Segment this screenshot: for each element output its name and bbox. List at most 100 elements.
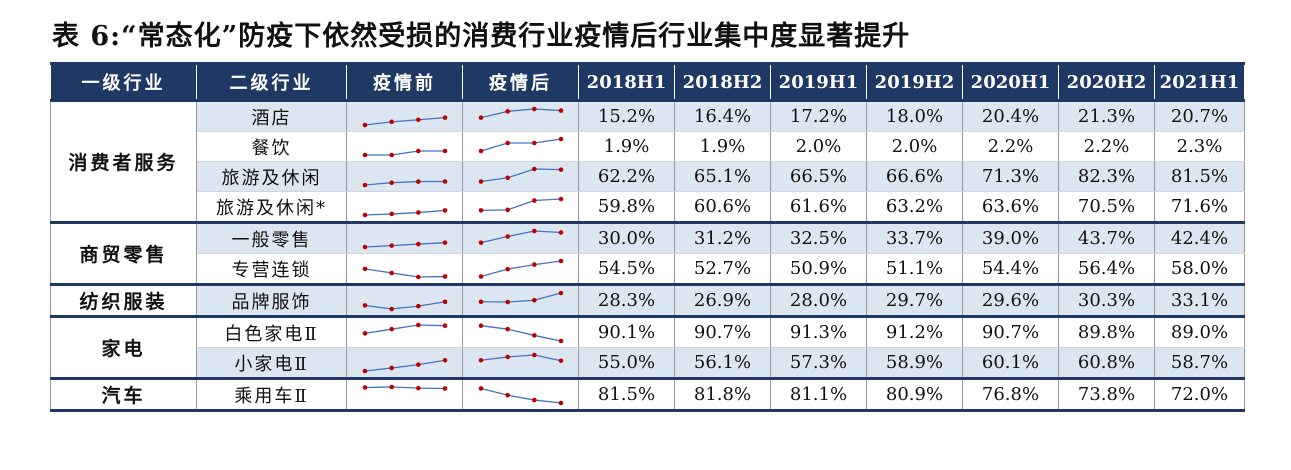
sparkline-point <box>531 228 537 233</box>
primary-industry-cell: 汽车 <box>50 377 197 412</box>
value-cell: 90.1% <box>578 315 675 348</box>
column-header: 2018H2 <box>674 63 771 101</box>
sparkline-point <box>504 392 510 397</box>
sparkline-pre-epidemic <box>362 178 447 187</box>
value-cell: 31.2% <box>674 221 771 254</box>
sparkline-cell <box>346 131 463 162</box>
sparkline-path <box>364 385 445 389</box>
secondary-industry-cell: 旅游及休闲* <box>196 191 347 223</box>
sparkline-point <box>388 119 394 124</box>
sparkline-point <box>362 368 367 373</box>
column-header: 2020H2 <box>1058 63 1155 101</box>
sparkline-cell <box>462 347 579 379</box>
sparkline-path <box>480 324 561 342</box>
sparkline-path <box>480 353 561 361</box>
sparkline-point <box>478 239 483 245</box>
sparkline-path <box>364 116 445 126</box>
sparkline-point <box>558 258 563 263</box>
sparkline-cell <box>462 161 579 192</box>
value-cell: 2.2% <box>1058 131 1155 162</box>
sparkline-cell <box>346 99 463 132</box>
value-cell: 18.0% <box>866 99 963 132</box>
secondary-industry-cell: 餐饮 <box>196 131 347 162</box>
value-cell: 32.5% <box>770 221 867 254</box>
secondary-industry-cell: 乘用车Ⅱ <box>196 377 347 412</box>
value-cell: 81.1% <box>770 377 867 412</box>
sparkline-point <box>504 299 510 304</box>
value-cell: 60.8% <box>1058 347 1155 379</box>
sparkline-point <box>531 352 537 357</box>
table-body: 消费者服务 酒店 15.2% 16.4% 17.2% 18.0% 20.4% 21.3% 20.… <box>50 99 1245 412</box>
sparkline-point <box>415 241 421 246</box>
value-cell: 21.3% <box>1058 99 1155 132</box>
sparkline-pre-epidemic <box>362 266 447 279</box>
value-cell: 28.0% <box>770 283 867 317</box>
value-cell: 57.3% <box>770 347 867 379</box>
value-cell: 30.0% <box>578 221 675 254</box>
value-cell: 61.6% <box>770 191 867 223</box>
sparkline-pre-epidemic <box>362 384 447 391</box>
value-cell: 1.9% <box>578 131 675 162</box>
sparkline-point <box>362 152 367 157</box>
table-row: 家电 白色家电Ⅱ 90.1% 90.7% 91.3% 91.2% 90.7% 89.8% 89.… <box>50 315 1245 379</box>
sparkline-point <box>504 266 510 271</box>
table-row: 商贸零售 一般零售 30.0% 31.2% 32.5% 33.7% 39.0% 43.7% 42… <box>50 221 1245 285</box>
sparkline-path <box>480 137 561 152</box>
sparkline-post-epidemic <box>478 228 563 245</box>
sparkline-point <box>558 290 563 295</box>
value-cell: 60.1% <box>962 347 1059 379</box>
value-cell: 2.0% <box>866 131 963 162</box>
value-cell: 58.9% <box>866 347 963 379</box>
secondary-industry-cell: 酒店 <box>196 99 347 132</box>
sparkline-cell <box>462 283 579 317</box>
value-cell: 51.1% <box>866 253 963 285</box>
table-row: 餐饮 1.9% 1.9% 2.0% 2.0% 2.2% 2.2% 2.3% <box>51 131 1245 162</box>
value-cell: 66.6% <box>866 161 963 192</box>
sparkline-cell <box>346 347 463 379</box>
sparkline-pre-epidemic <box>362 239 447 249</box>
sparkline-point <box>388 306 394 311</box>
sparkline-point <box>478 357 483 363</box>
value-cell: 60.6% <box>674 191 771 223</box>
sparkline-cell <box>346 221 463 254</box>
sparkline-point <box>415 361 421 367</box>
secondary-industry-cell: 小家电Ⅱ <box>196 347 347 379</box>
table-row: 小家电Ⅱ 55.0% 56.1% 57.3% 58.9% 60.1% 60.8% 58.7% <box>51 347 1245 379</box>
value-cell: 82.3% <box>1058 161 1155 192</box>
value-cell: 20.4% <box>962 99 1059 132</box>
sparkline-point <box>504 140 510 145</box>
value-cell: 39.0% <box>962 221 1059 254</box>
sparkline-point <box>388 179 394 185</box>
value-cell: 91.2% <box>866 315 963 348</box>
column-header: 一级行业 <box>50 63 197 101</box>
value-cell: 81.5% <box>578 377 675 412</box>
sparkline-point <box>504 233 510 239</box>
value-cell: 15.2% <box>578 99 675 132</box>
sparkline-cell <box>346 253 463 285</box>
sparkline-path <box>364 149 445 156</box>
value-cell: 2.2% <box>962 131 1059 162</box>
sparkline-point <box>558 107 563 113</box>
sparkline-point <box>442 148 447 153</box>
value-cell: 76.8% <box>962 377 1059 412</box>
sparkline-pre-epidemic <box>362 298 447 311</box>
sparkline-point <box>415 385 421 390</box>
table-header: 一级行业 二级行业 疫情前 疫情后 2018H1 2018H2 2019H1 2019H2 20… <box>50 63 1245 101</box>
sparkline-point <box>442 322 447 328</box>
value-cell: 70.5% <box>1058 191 1155 223</box>
value-cell: 33.1% <box>1154 283 1245 317</box>
sparkline-point <box>442 273 447 279</box>
sparkline-point <box>415 303 421 308</box>
sparkline-point <box>531 297 537 303</box>
sparkline-path <box>480 387 561 404</box>
table-row: 专营连锁 54.5% 52.7% 50.9% 51.1% 54.4% 56.4% 58.0% <box>51 253 1245 285</box>
sparkline-pre-epidemic <box>362 114 447 127</box>
sparkline-point <box>478 385 483 391</box>
sparkline-cell <box>462 315 579 348</box>
sparkline-point <box>558 136 563 141</box>
value-cell: 66.5% <box>770 161 867 192</box>
sparkline-point <box>388 242 394 248</box>
sparkline-cell <box>462 191 579 223</box>
value-cell: 1.9% <box>674 131 771 162</box>
sparkline-point <box>478 178 483 184</box>
